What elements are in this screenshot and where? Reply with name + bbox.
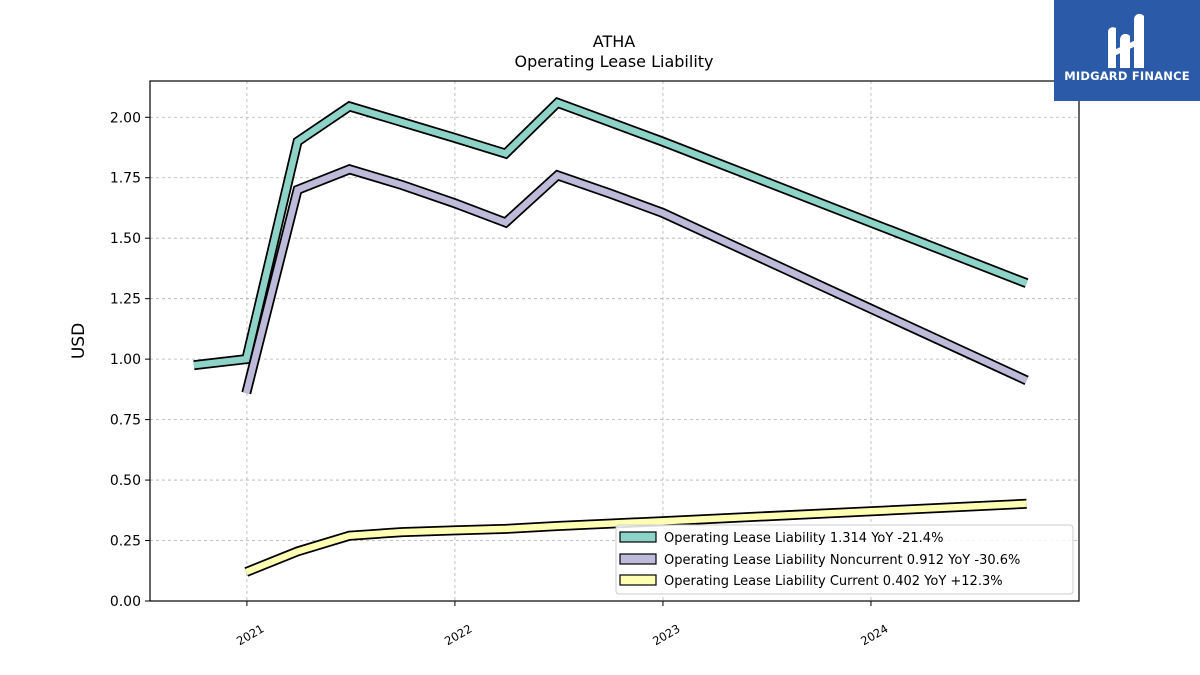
x-tick-label: 2021 — [234, 621, 266, 648]
y-tick-label: 0.75 — [110, 413, 141, 429]
y-tick-label: 0.50 — [110, 473, 141, 489]
chart-title: ATHA — [593, 32, 636, 51]
legend-box — [615, 524, 1074, 595]
series-lines — [193, 97, 1029, 577]
y-tick-label: 1.50 — [110, 231, 141, 247]
x-ticks: 2021 2022 2023 2024 — [234, 601, 890, 648]
y-tick-label: 1.25 — [110, 292, 141, 308]
brand-name: MIDGARD FINANCE — [1064, 69, 1190, 83]
y-tick-label: 0.00 — [110, 594, 141, 610]
plot-frame — [149, 80, 1080, 602]
legend-swatch-noncurrent — [619, 553, 657, 565]
x-tick-label: 2024 — [858, 621, 890, 648]
legend: Operating Lease Liability 1.314 YoY -21.… — [615, 524, 1074, 595]
legend-label-current: Operating Lease Liability Current 0.402 … — [664, 574, 1003, 589]
x-tick-label: 2023 — [650, 621, 682, 648]
y-ticks: 0.00 0.25 0.50 0.75 1.00 1.25 1.50 1.75 2.00 — [110, 110, 150, 610]
legend-swatch-total — [619, 531, 657, 543]
legend-swatch-current — [619, 574, 657, 586]
chart-subtitle: Operating Lease Liability — [514, 52, 713, 71]
y-axis-label: USD — [69, 323, 89, 359]
y-tick-label: 1.00 — [110, 352, 141, 368]
series-line-total — [193, 99, 1028, 369]
legend-label-total: Operating Lease Liability 1.314 YoY -21.… — [664, 531, 943, 546]
series-line-noncurrent — [243, 165, 1028, 394]
series-line-current — [245, 500, 1027, 576]
y-tick-label: 1.75 — [110, 171, 141, 187]
brand-logo: MIDGARD FINANCE — [1054, 0, 1200, 101]
brand-logo-icon — [1108, 13, 1144, 68]
y-tick-label: 0.25 — [110, 534, 141, 550]
x-tick-label: 2022 — [442, 621, 474, 648]
y-tick-label: 2.00 — [110, 110, 141, 126]
legend-label-noncurrent: Operating Lease Liability Noncurrent 0.9… — [664, 553, 1020, 568]
